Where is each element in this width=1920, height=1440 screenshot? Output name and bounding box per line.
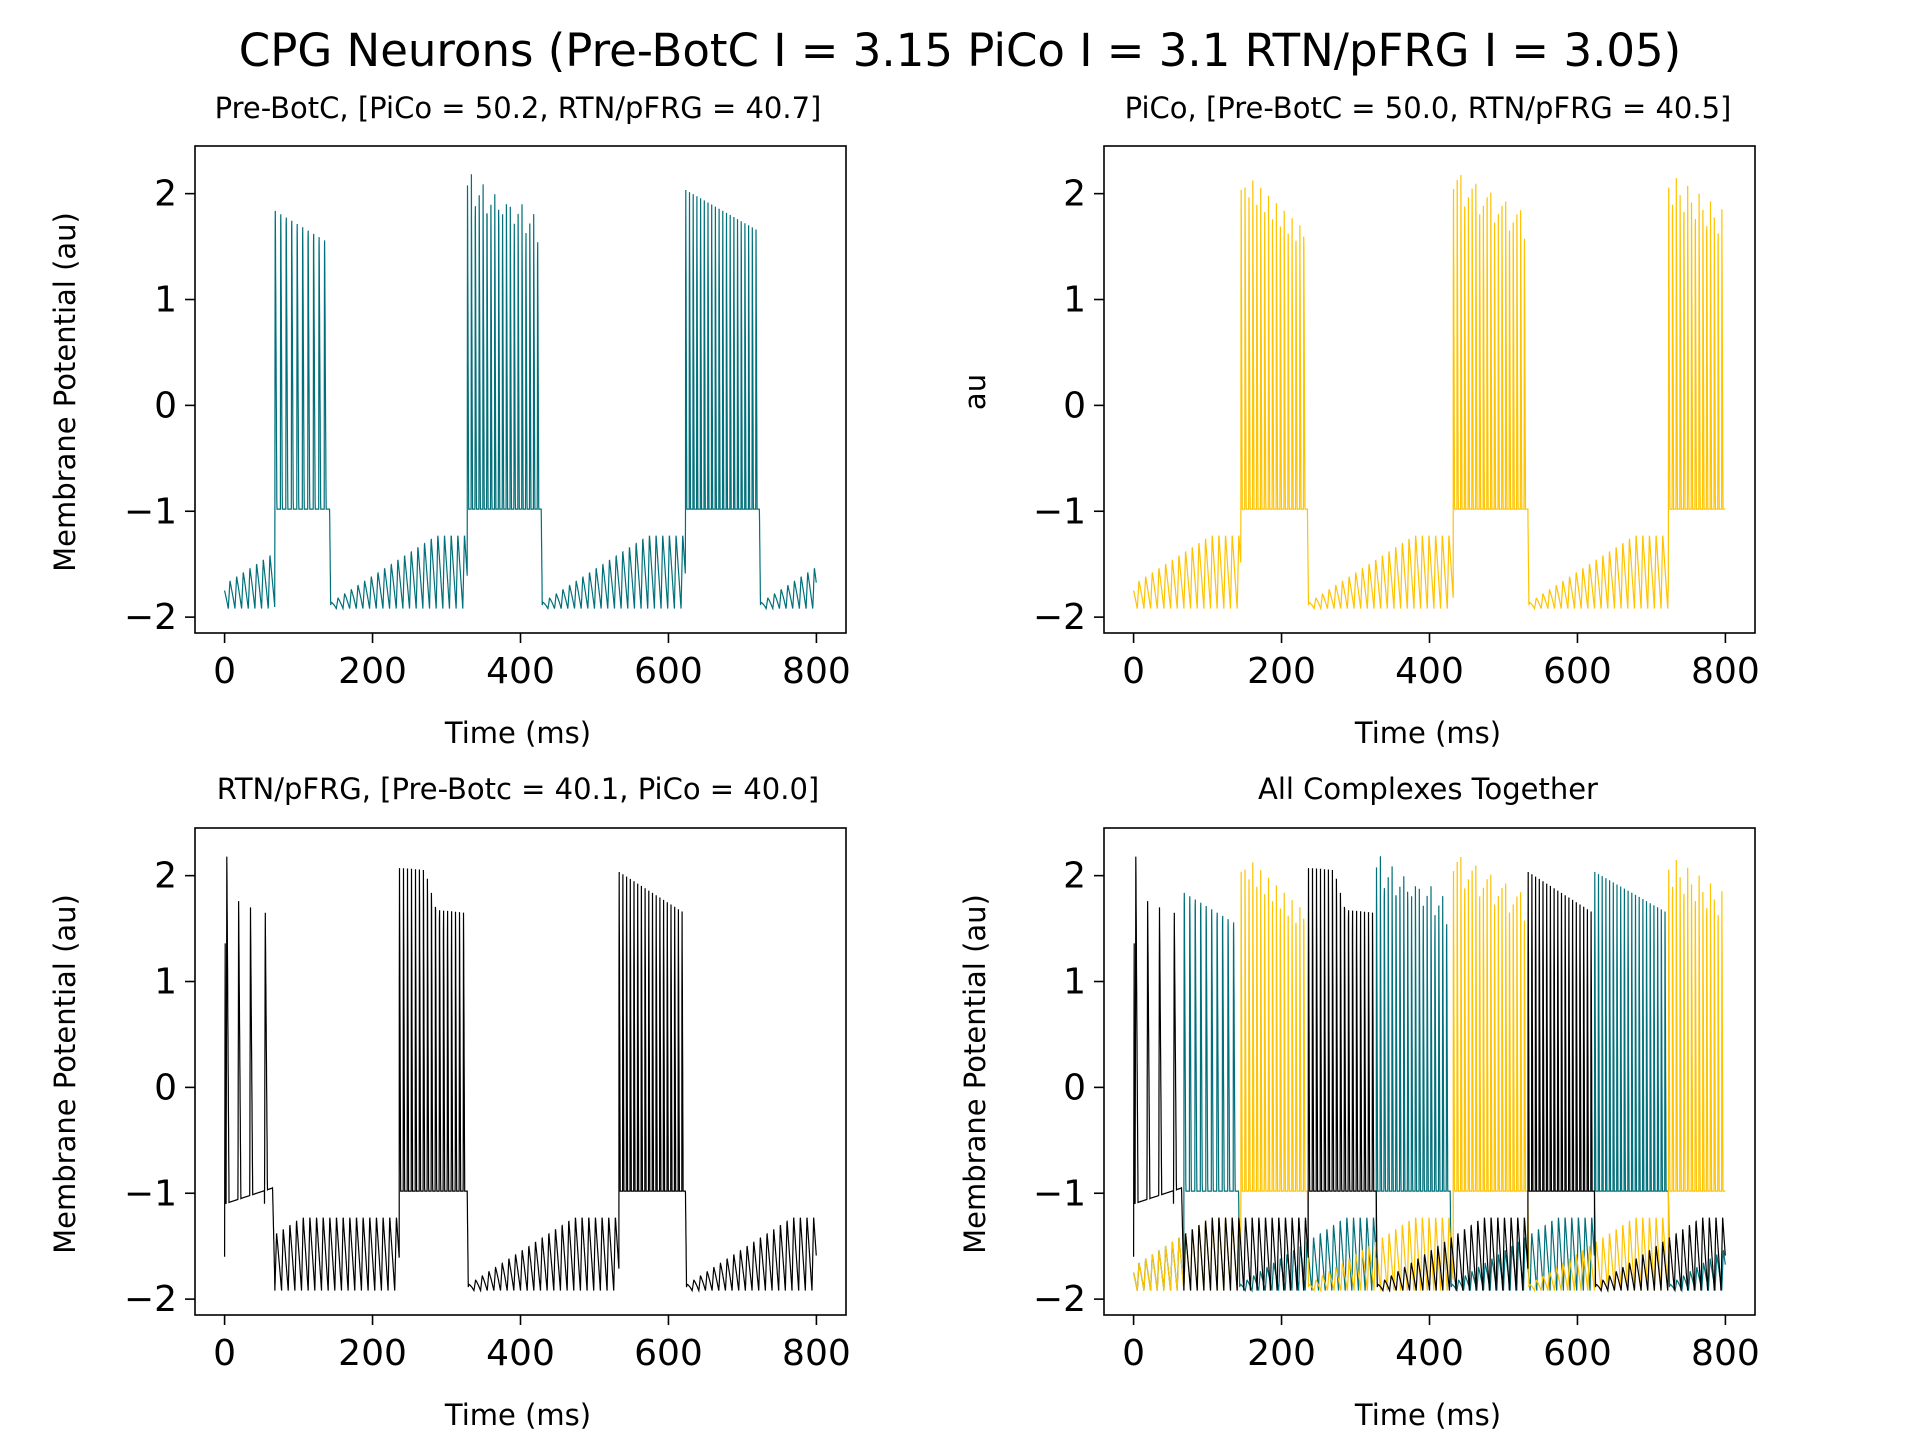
x-tick-label: 600 [1543, 1333, 1612, 1374]
y-tick-label: −2 [124, 597, 177, 638]
series-line [1133, 174, 1726, 611]
y-axis-label: au [958, 374, 992, 410]
subplot-title: Pre-BotC, [PiCo = 50.2, RTN/pFRG = 40.7] [215, 91, 822, 125]
y-tick-label: −2 [1033, 1279, 1086, 1320]
x-tick-label: 800 [1691, 1333, 1760, 1374]
x-axis-label: Time (ms) [444, 1398, 591, 1432]
figure-suptitle: CPG Neurons (Pre-BotC I = 3.15 PiCo I = … [239, 24, 1681, 77]
plot-area [1133, 856, 1726, 1293]
x-axis-label: Time (ms) [444, 716, 591, 750]
x-tick-label: 200 [338, 651, 407, 692]
x-tick-label: 800 [782, 1333, 851, 1374]
subplot-prebotc: Pre-BotC, [PiCo = 50.2, RTN/pFRG = 40.7]… [48, 91, 851, 750]
series-line [224, 856, 817, 1293]
y-tick-label: 1 [154, 962, 177, 1003]
x-axis-label: Time (ms) [1354, 716, 1501, 750]
y-tick-label: 0 [1063, 385, 1086, 426]
y-tick-label: −1 [1033, 491, 1086, 532]
y-tick-label: 1 [1063, 280, 1086, 321]
subplot-title: RTN/pFRG, [Pre-Botc = 40.1, PiCo = 40.0] [217, 772, 819, 806]
axes-frame [194, 827, 847, 1316]
series-line [224, 174, 817, 611]
x-tick-label: 400 [1395, 651, 1464, 692]
x-tick-label: 600 [1543, 651, 1612, 692]
y-tick-label: 1 [154, 280, 177, 321]
subplot-pico: PiCo, [Pre-BotC = 50.0, RTN/pFRG = 40.5]… [958, 91, 1760, 750]
y-tick-label: −1 [1033, 1173, 1086, 1214]
series-line [1133, 856, 1726, 1293]
x-tick-label: 0 [1122, 1333, 1145, 1374]
x-tick-label: 400 [486, 651, 555, 692]
y-tick-label: −2 [124, 1279, 177, 1320]
y-tick-label: 0 [154, 1067, 177, 1108]
series-line [1133, 856, 1726, 1293]
y-tick-label: 2 [1063, 174, 1086, 215]
x-tick-label: 800 [782, 651, 851, 692]
x-tick-label: 0 [1122, 651, 1145, 692]
x-axis-label: Time (ms) [1354, 1398, 1501, 1432]
y-tick-label: 0 [1063, 1067, 1086, 1108]
x-tick-label: 600 [634, 1333, 703, 1374]
x-tick-label: 0 [213, 1333, 236, 1374]
x-tick-label: 0 [213, 651, 236, 692]
plot-area [224, 174, 817, 611]
y-tick-label: −1 [124, 1173, 177, 1214]
y-tick-label: −2 [1033, 597, 1086, 638]
subplot-all-complexes: All Complexes Together Time (ms) Membran… [958, 772, 1760, 1432]
y-tick-label: −1 [124, 491, 177, 532]
y-axis-label: Membrane Potential (au) [48, 894, 82, 1254]
subplot-title: PiCo, [Pre-BotC = 50.0, RTN/pFRG = 40.5] [1125, 91, 1732, 125]
x-tick-label: 400 [486, 1333, 555, 1374]
plot-area [1133, 174, 1726, 611]
x-tick-label: 200 [1247, 651, 1316, 692]
plot-area [224, 856, 817, 1293]
y-tick-label: 0 [154, 385, 177, 426]
y-axis-label: Membrane Potential (au) [48, 212, 82, 572]
subplot-rtn-pfrg: RTN/pFRG, [Pre-Botc = 40.1, PiCo = 40.0]… [48, 772, 851, 1432]
y-tick-label: 1 [1063, 962, 1086, 1003]
x-tick-label: 200 [1247, 1333, 1316, 1374]
x-tick-label: 200 [338, 1333, 407, 1374]
y-tick-label: 2 [154, 856, 177, 897]
y-tick-label: 2 [1063, 856, 1086, 897]
x-tick-label: 400 [1395, 1333, 1464, 1374]
subplot-title: All Complexes Together [1258, 772, 1598, 806]
y-tick-label: 2 [154, 174, 177, 215]
x-tick-label: 600 [634, 651, 703, 692]
y-axis-label: Membrane Potential (au) [958, 894, 992, 1254]
x-tick-label: 800 [1691, 651, 1760, 692]
